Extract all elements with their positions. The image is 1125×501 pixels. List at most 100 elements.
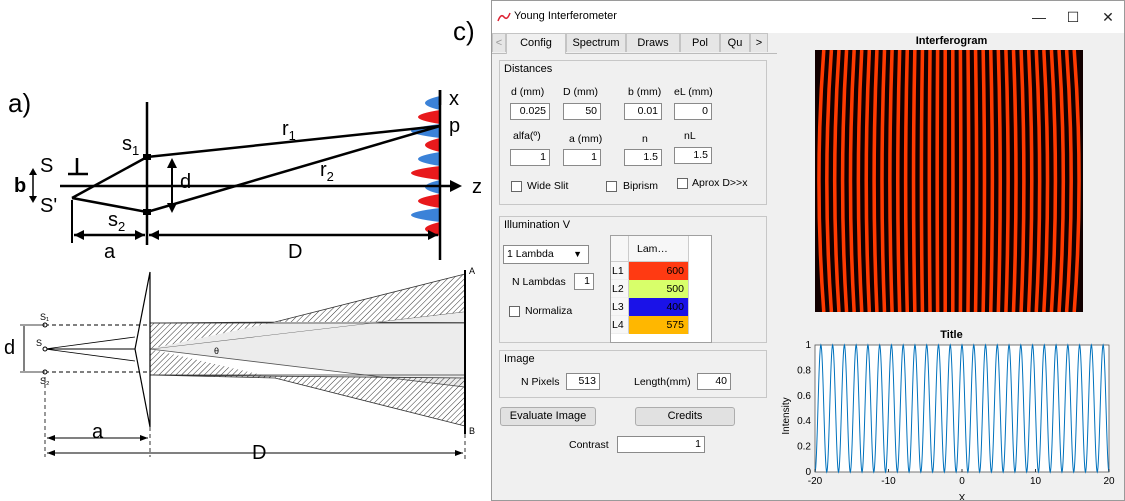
D-field[interactable]: 50	[563, 103, 601, 120]
x-tick-label: -10	[881, 476, 896, 487]
x-tick-label: 20	[1103, 476, 1115, 487]
label-S2: S₂	[40, 376, 50, 386]
alfa-label: alfa(º)	[513, 130, 541, 142]
fringe	[895, 50, 902, 312]
evaluate-image-button[interactable]: Evaluate Image	[500, 407, 596, 426]
fringe-lobe	[411, 208, 440, 222]
interferogram-image	[815, 50, 1083, 312]
y-tick-label: 1	[805, 340, 811, 351]
label-B: B	[469, 426, 475, 436]
a-label: a (mm)	[569, 133, 603, 145]
illumination-group: Illumination V 1 Lambda ▼ N Lambdas 1 No…	[499, 216, 767, 343]
wide-slit-checkbox[interactable]	[511, 181, 522, 192]
tab-scroll-right-button[interactable]: >	[750, 33, 768, 52]
length-field[interactable]: 40	[697, 373, 731, 390]
label-D: D	[288, 241, 302, 263]
credits-button[interactable]: Credits	[635, 407, 735, 426]
label-theta: θ	[214, 346, 219, 356]
plot-title: Title	[940, 329, 963, 341]
fringe	[903, 50, 910, 312]
n-label: n	[642, 133, 648, 145]
table-row-label: L3	[611, 298, 629, 316]
label-p: p	[449, 115, 460, 137]
tab-config[interactable]: Config	[506, 33, 566, 54]
intensity-plot: -20 -10 0 10 20 0 0.2 0.4 0.6 0.8 1 Intensity X	[781, 340, 1115, 500]
table-cell-lambda[interactable]: 400	[629, 298, 689, 316]
fringe	[864, 50, 872, 312]
tab-bar: < Config Spectrum Draws Pol Qu >	[492, 33, 777, 54]
fringe	[888, 50, 894, 312]
fringe	[832, 50, 841, 312]
contrast-field[interactable]: 1	[617, 436, 705, 453]
fringe	[1026, 50, 1034, 312]
maximize-button[interactable]: ☐	[1066, 9, 1080, 25]
table-cell-lambda[interactable]: 575	[629, 316, 689, 334]
close-button[interactable]: ✕	[1102, 9, 1114, 25]
tab-pol[interactable]: Pol	[680, 33, 720, 52]
app-window: Young Interferometer — ☐ ✕ < Config Spec…	[491, 0, 1125, 501]
y-tick-label: 0.6	[797, 391, 811, 402]
fringe	[973, 50, 979, 312]
label-s1: s1	[122, 133, 139, 158]
n-field[interactable]: 1.5	[624, 149, 662, 166]
label-a: a	[104, 241, 116, 263]
distances-title: Distances	[504, 63, 553, 75]
tab-draws[interactable]: Draws	[626, 33, 680, 52]
label-s2: s2	[108, 209, 125, 234]
label-Sb: S	[36, 338, 42, 348]
fringe	[840, 50, 849, 312]
fringe-pattern-lobes	[411, 96, 440, 236]
tab-scroll-left-button[interactable]: <	[492, 33, 506, 52]
lambda-table[interactable]: Lam… L1 600 L2 500 L3 400 L4 575	[610, 235, 712, 343]
alfa-field[interactable]: 1	[510, 149, 550, 166]
label-r1: r1	[282, 118, 296, 143]
b-field[interactable]: 0.01	[624, 103, 662, 120]
table-cell-lambda[interactable]: 600	[629, 262, 689, 280]
minimize-button[interactable]: —	[1032, 9, 1046, 25]
fringe	[988, 50, 995, 312]
fringe	[817, 50, 826, 312]
interferogram-title: Interferogram	[915, 35, 988, 47]
label-D-b: D	[252, 442, 266, 464]
wide-slit-label: Wide Slit	[527, 180, 569, 192]
fringe	[872, 50, 879, 312]
table-cell-lambda[interactable]: 500	[629, 280, 689, 298]
n-lambdas-field[interactable]: 1	[574, 273, 594, 290]
y-tick-label: 0.4	[797, 416, 811, 427]
fringe	[911, 50, 917, 312]
d-field[interactable]: 0.025	[510, 103, 550, 120]
tab-spectrum[interactable]: Spectrum	[566, 33, 626, 52]
x-tick-label: 10	[1030, 476, 1042, 487]
label-r2: r2	[320, 159, 334, 184]
length-label: Length(mm)	[634, 376, 691, 388]
lambda-dropdown-value: 1 Lambda	[507, 248, 554, 260]
fringe-lobe	[425, 138, 440, 152]
table-row-label: L1	[611, 262, 629, 280]
biprism-checkbox[interactable]	[606, 181, 617, 192]
n-pixels-field[interactable]: 513	[566, 373, 600, 390]
panel-label-c: c)	[453, 16, 475, 46]
biprism-label: Biprism	[623, 180, 659, 192]
label-z: z	[472, 176, 482, 198]
aprox-checkbox[interactable]	[677, 178, 688, 189]
nL-field[interactable]: 1.5	[674, 147, 712, 164]
image-title: Image	[504, 353, 535, 365]
b-label: b (mm)	[628, 86, 662, 98]
tab-qu[interactable]: Qu	[720, 33, 750, 52]
n-pixels-label: N Pixels	[521, 376, 560, 388]
young-setup-diagram: x p z r1 r2 s1 s2 S S' b d a D	[14, 88, 482, 263]
x-tick-label: 0	[959, 476, 965, 487]
normaliza-checkbox[interactable]	[509, 306, 520, 317]
fringe	[856, 50, 864, 312]
eL-field[interactable]: 0	[674, 103, 712, 120]
label-S-prime: S'	[40, 195, 57, 217]
y-tick-label: 0	[805, 467, 811, 478]
panel-label-a: a)	[8, 88, 32, 118]
lambda-dropdown[interactable]: 1 Lambda ▼	[503, 245, 589, 264]
label-S: S	[40, 155, 53, 177]
label-S1: S₁	[40, 312, 49, 322]
D-label: D (mm)	[563, 86, 598, 98]
a-field[interactable]: 1	[563, 149, 601, 166]
fringe	[1042, 50, 1050, 312]
eL-label: eL (mm)	[674, 86, 713, 98]
